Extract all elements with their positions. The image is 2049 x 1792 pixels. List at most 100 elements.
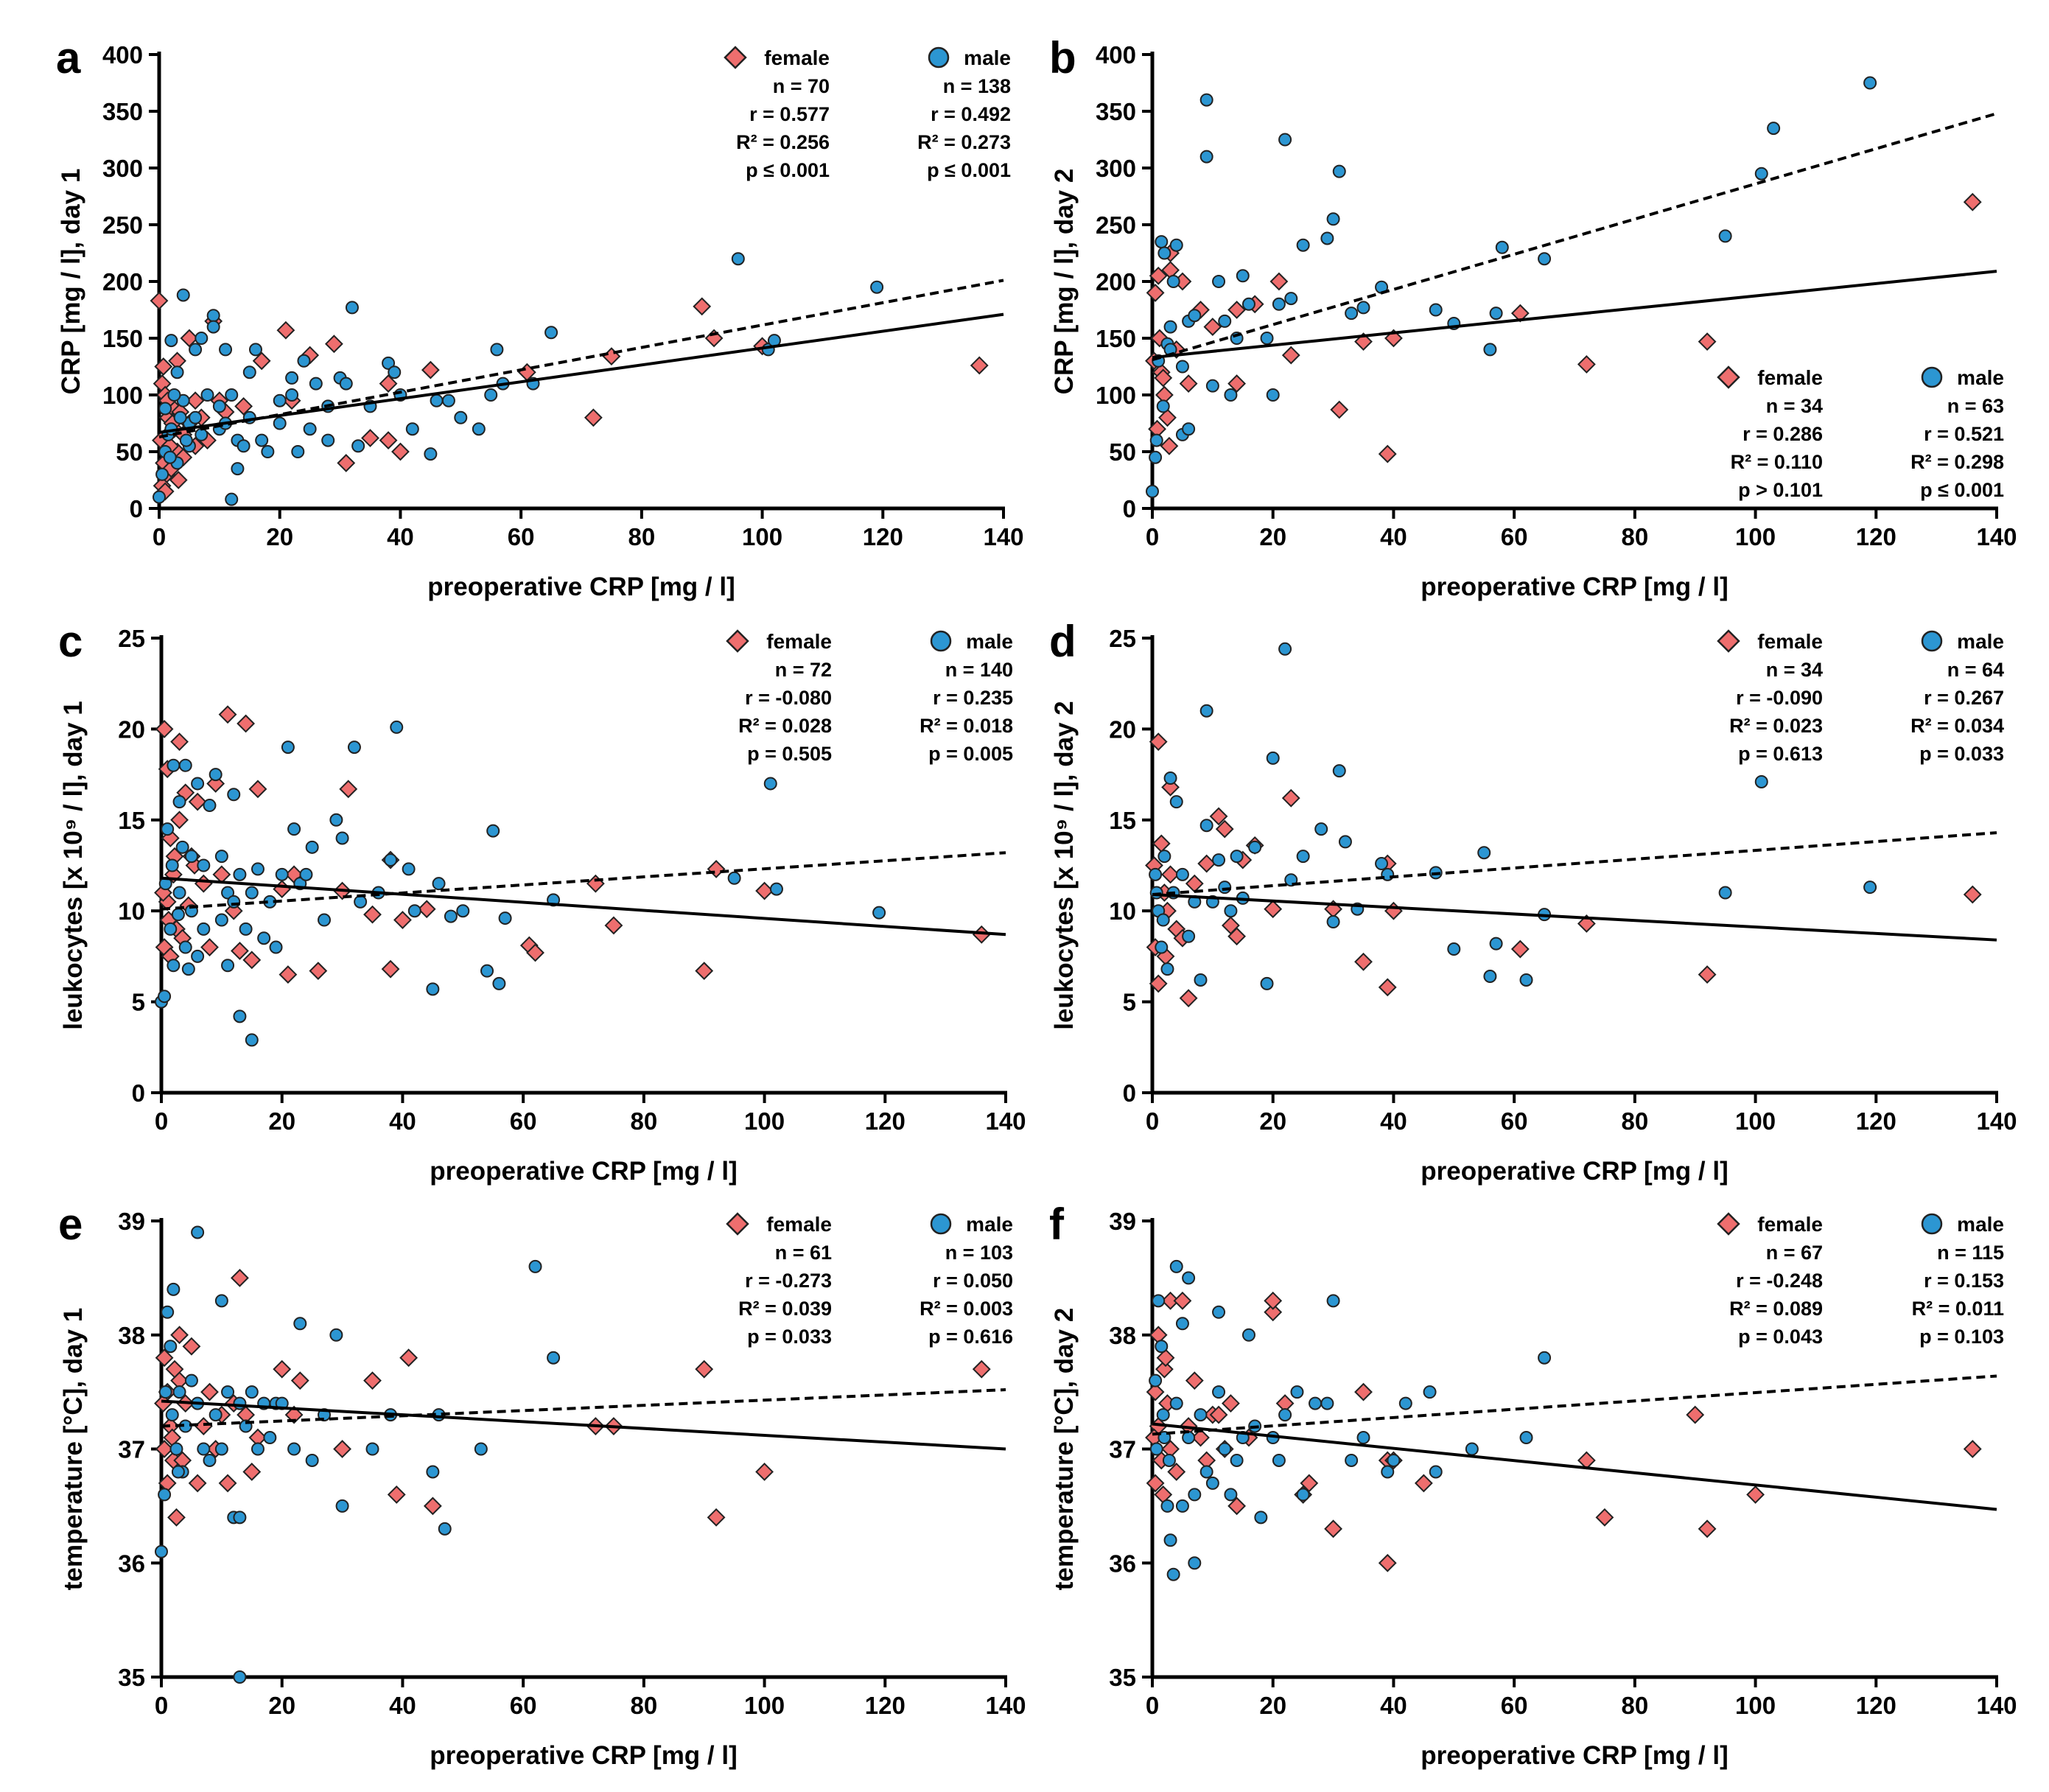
data-point-female bbox=[1378, 978, 1397, 997]
legend-label: male bbox=[964, 46, 1011, 69]
data-point-female bbox=[1185, 1371, 1204, 1390]
stat-line: r = 0.153 bbox=[1924, 1270, 2004, 1292]
data-point-female bbox=[194, 874, 213, 893]
legend-marker-female bbox=[1717, 365, 1740, 389]
x-tick-label: 60 bbox=[510, 1107, 537, 1135]
data-point-male bbox=[1338, 835, 1352, 849]
stat-line: n = 103 bbox=[945, 1242, 1013, 1264]
x-tick-label: 120 bbox=[1856, 523, 1896, 550]
legend-female: female n = 70 r = 0.577 R² = 0.256 p ≤ 0.001 bbox=[724, 46, 830, 181]
data-point-male bbox=[528, 1259, 542, 1273]
data-point-male bbox=[1149, 867, 1163, 881]
data-point-male bbox=[181, 962, 195, 976]
data-point-female bbox=[379, 374, 398, 393]
data-point-female bbox=[1191, 1428, 1210, 1447]
stat-line: R² = 0.023 bbox=[1729, 715, 1823, 737]
data-point-male bbox=[1156, 1408, 1170, 1422]
stat-line: R² = 0.039 bbox=[738, 1298, 832, 1320]
x-tick-label: 60 bbox=[508, 523, 535, 550]
data-point-male bbox=[544, 326, 558, 340]
stat-line: n = 72 bbox=[775, 659, 832, 681]
fit-line-male bbox=[158, 279, 1004, 438]
data-point-female bbox=[1330, 400, 1349, 419]
data-point-male bbox=[1429, 1465, 1443, 1479]
y-tick-label: 37 bbox=[1109, 1436, 1136, 1463]
data-point-male bbox=[1718, 229, 1732, 243]
data-point-male bbox=[172, 1385, 186, 1399]
data-point-female bbox=[1227, 374, 1247, 393]
data-point-male bbox=[1767, 122, 1781, 136]
stat-line: n = 34 bbox=[1766, 395, 1823, 417]
y-tick-label: 50 bbox=[1109, 438, 1136, 466]
data-point-male bbox=[171, 908, 185, 922]
y-tick-label: 200 bbox=[102, 268, 143, 295]
data-point-female bbox=[1160, 436, 1179, 455]
legend-female: female n = 34 r = 0.286 R² = 0.110 p > 0.101 bbox=[1717, 365, 1823, 501]
data-point-female bbox=[154, 357, 173, 376]
data-point-male bbox=[1149, 1442, 1163, 1456]
data-point-male bbox=[329, 813, 343, 827]
data-point-male bbox=[1149, 433, 1163, 447]
data-point-male bbox=[1169, 1396, 1183, 1410]
data-point-female bbox=[393, 911, 412, 929]
panel-letter: a bbox=[56, 33, 81, 83]
data-point-female bbox=[363, 905, 382, 924]
y-axis-title: leukocytes [x 10⁹ / l], day 2 bbox=[1050, 701, 1079, 1030]
data-point-male bbox=[1278, 133, 1292, 147]
data-point-male bbox=[1387, 1453, 1401, 1467]
x-tick-label: 60 bbox=[1501, 1692, 1528, 1719]
data-point-male bbox=[1429, 303, 1443, 317]
data-point-male bbox=[426, 982, 440, 996]
data-point-male bbox=[197, 858, 211, 872]
data-point-male bbox=[227, 788, 241, 802]
data-point-male bbox=[155, 1544, 168, 1558]
data-point-male bbox=[1230, 1453, 1244, 1467]
data-point-female bbox=[182, 1337, 201, 1356]
y-tick-label: 250 bbox=[102, 211, 143, 239]
data-point-male bbox=[1489, 937, 1503, 951]
stat-line: n = 67 bbox=[1766, 1242, 1823, 1264]
data-point-male bbox=[164, 334, 178, 348]
data-point-male bbox=[490, 343, 504, 357]
data-point-male bbox=[1169, 795, 1183, 809]
data-point-female bbox=[170, 732, 189, 752]
data-point-male bbox=[1320, 231, 1334, 245]
data-point-female bbox=[755, 881, 774, 900]
data-point-female bbox=[1215, 819, 1234, 839]
x-tick-label: 80 bbox=[628, 523, 655, 550]
data-point-male bbox=[1863, 76, 1877, 90]
data-point-male bbox=[1199, 704, 1213, 718]
data-point-male bbox=[1345, 1453, 1359, 1467]
data-point-male bbox=[184, 1373, 198, 1387]
data-point-female bbox=[167, 1508, 186, 1527]
x-tick-label: 100 bbox=[744, 1692, 785, 1719]
data-point-female bbox=[1179, 374, 1198, 393]
legend-female: female n = 72 r = -0.080 R² = 0.028 p = 0.50… bbox=[726, 629, 832, 765]
x-tick-label: 40 bbox=[1380, 1692, 1407, 1719]
y-tick-label: 15 bbox=[1109, 807, 1136, 834]
data-point-male bbox=[1212, 853, 1226, 867]
data-point-male bbox=[161, 822, 175, 836]
data-point-male bbox=[484, 388, 498, 402]
x-tick-label: 0 bbox=[155, 1692, 168, 1719]
data-point-male bbox=[1236, 269, 1250, 283]
data-point-female bbox=[333, 1440, 351, 1458]
fit-line-female bbox=[1152, 1422, 1997, 1511]
stat-line: r = -0.248 bbox=[1736, 1270, 1823, 1292]
data-point-male bbox=[1199, 150, 1213, 164]
data-point-female bbox=[1209, 1405, 1228, 1424]
data-point-male bbox=[242, 365, 256, 379]
data-point-male bbox=[1332, 764, 1346, 778]
data-point-male bbox=[339, 377, 353, 391]
data-point-male bbox=[233, 867, 247, 881]
stat-line: r = -0.090 bbox=[1736, 687, 1823, 709]
data-point-male bbox=[1483, 343, 1497, 357]
panel-d: d 0 20 40 60 80 100 120 140 0 5 10 15 20 25 preoperativ… bbox=[1049, 617, 2017, 1186]
data-point-male bbox=[225, 492, 239, 506]
stat-line: R² = 0.028 bbox=[738, 715, 832, 737]
stat-line: R² = 0.110 bbox=[1731, 451, 1823, 473]
data-point-male bbox=[1149, 450, 1163, 464]
y-tick-label: 36 bbox=[118, 1550, 145, 1577]
data-point-male bbox=[1290, 1385, 1304, 1399]
data-point-male bbox=[547, 1351, 561, 1365]
